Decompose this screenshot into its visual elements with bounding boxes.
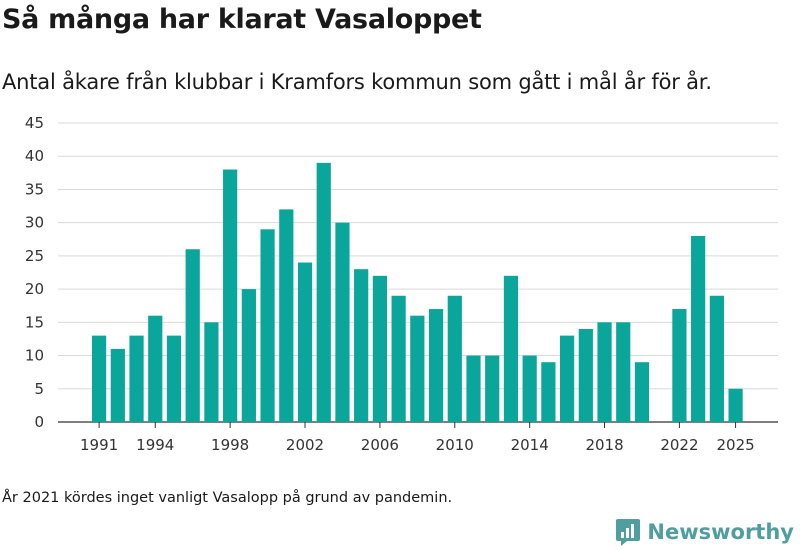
x-tick-label: 2022 [660, 436, 698, 454]
bar-2010 [447, 295, 462, 422]
x-tick-label: 2006 [361, 436, 399, 454]
bar-2022 [672, 309, 687, 422]
bar-1997 [204, 322, 219, 422]
bar-1998 [223, 169, 238, 422]
x-tick-label: 1998 [211, 436, 249, 454]
y-tick-label: 45 [25, 114, 44, 132]
bar-2004 [335, 222, 350, 422]
bar-2006 [372, 275, 387, 422]
y-tick-label: 20 [25, 280, 44, 298]
bar-2019 [616, 322, 631, 422]
bar-2005 [354, 269, 369, 422]
bar-1995 [166, 335, 182, 422]
x-tick-label: 2010 [436, 436, 474, 454]
y-tick-label: 30 [25, 214, 44, 232]
bar-1991 [92, 335, 107, 422]
bar-1993 [129, 335, 144, 422]
y-tick-label: 15 [25, 313, 44, 331]
bar-2002 [297, 262, 313, 422]
bar-2017 [578, 328, 593, 422]
footnote: År 2021 kördes inget vanligt Vasalopp på… [2, 490, 453, 506]
x-tick-label: 2018 [585, 436, 623, 454]
y-axis-ticks: 0 5 10 15 20 25 30 35 40 45 [25, 114, 44, 431]
bar-2023 [691, 235, 706, 422]
bar-1996 [185, 249, 200, 422]
bar-2008 [410, 315, 425, 422]
bar-2025 [728, 388, 743, 422]
x-tick-label: 2014 [511, 436, 549, 454]
bar-2020 [634, 362, 650, 422]
y-tick-label: 0 [34, 413, 44, 431]
bar-1999 [241, 289, 256, 422]
y-tick-label: 40 [25, 147, 44, 165]
bar-1994 [148, 315, 163, 422]
bar-series [92, 162, 743, 422]
bar-2014 [522, 355, 537, 422]
bar-2024 [709, 295, 724, 422]
bar-2000 [260, 229, 275, 422]
bar-2012 [485, 355, 500, 422]
bar-2011 [466, 355, 481, 422]
bar-1992 [110, 348, 125, 422]
bar-2003 [316, 162, 331, 422]
brand-logo[interactable]: Newsworthy [615, 518, 794, 546]
bar-2018 [597, 322, 612, 422]
brand-name: Newsworthy [647, 520, 794, 544]
y-tick-label: 25 [25, 247, 44, 265]
bar-2007 [391, 295, 406, 422]
bar-2009 [428, 309, 444, 422]
bar-2016 [560, 335, 575, 422]
chart-title: Så många har klarat Vasaloppet [2, 4, 482, 35]
y-tick-label: 10 [25, 347, 44, 365]
y-tick-label: 5 [34, 380, 44, 398]
bar-2013 [503, 275, 519, 422]
y-tick-label: 35 [25, 180, 44, 198]
bar-2015 [541, 362, 556, 422]
x-tick-label: 1994 [136, 436, 174, 454]
x-tick-label: 1991 [80, 436, 118, 454]
x-tick-label: 2002 [286, 436, 324, 454]
x-tick-label: 2025 [716, 436, 754, 454]
newsworthy-logo-icon [616, 519, 641, 546]
chart-subtitle: Antal åkare från klubbar i Kramfors komm… [2, 70, 712, 94]
bar-2001 [279, 209, 294, 422]
x-axis: 1991 1994 1998 2002 2006 2010 2014 2018 2022 2025 [80, 422, 755, 454]
